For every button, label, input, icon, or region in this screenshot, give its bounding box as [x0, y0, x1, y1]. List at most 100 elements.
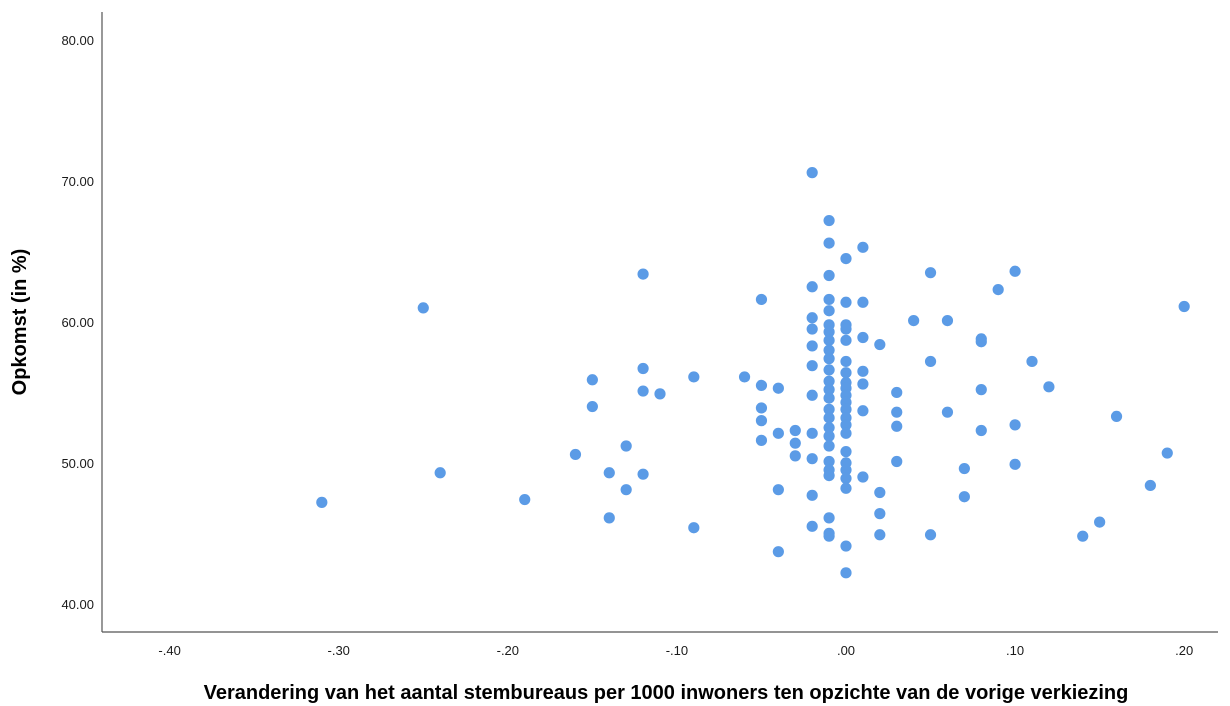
- data-point: [823, 334, 835, 346]
- data-point: [637, 268, 649, 280]
- data-point: [840, 252, 852, 265]
- data-point: [637, 468, 649, 480]
- data-point: [941, 406, 954, 418]
- data-points: [316, 167, 1190, 579]
- data-point: [823, 384, 835, 396]
- data-point: [603, 512, 615, 524]
- data-point: [823, 326, 835, 338]
- data-point: [840, 419, 852, 431]
- data-point: [840, 323, 852, 335]
- data-point: [1161, 447, 1173, 459]
- data-point: [806, 489, 818, 501]
- data-point: [941, 314, 954, 327]
- x-tick-label: -.20: [497, 643, 519, 658]
- data-point: [857, 241, 869, 253]
- data-point: [992, 283, 1004, 296]
- data-point: [823, 392, 835, 404]
- data-point: [417, 302, 429, 314]
- data-point: [789, 424, 801, 437]
- data-point: [857, 378, 869, 390]
- data-point: [1026, 355, 1038, 368]
- x-tick-label: .00: [837, 643, 855, 658]
- data-point: [620, 484, 632, 496]
- data-point: [857, 331, 869, 344]
- data-point: [874, 508, 886, 520]
- data-point: [755, 434, 768, 446]
- data-point: [772, 427, 784, 439]
- data-point: [806, 312, 818, 324]
- data-point: [840, 446, 852, 458]
- data-point: [738, 371, 751, 383]
- data-point: [755, 379, 768, 392]
- data-point: [688, 371, 700, 383]
- data-point: [806, 323, 818, 335]
- data-point: [1178, 300, 1190, 313]
- data-point: [806, 360, 818, 372]
- data-point: [823, 469, 835, 482]
- data-point: [840, 464, 852, 476]
- data-point: [806, 340, 818, 352]
- data-point: [958, 491, 970, 503]
- data-point: [823, 214, 835, 227]
- data-point: [823, 530, 835, 542]
- data-point: [755, 293, 768, 306]
- data-point: [806, 520, 818, 532]
- data-point: [823, 375, 835, 387]
- x-tick-labels: -.40 -.30 -.20 -.10 .00 .10 .20: [158, 643, 1193, 658]
- data-point: [874, 338, 886, 351]
- data-point: [891, 455, 903, 468]
- data-point: [789, 437, 801, 449]
- data-point: [840, 567, 852, 579]
- data-point: [975, 424, 987, 437]
- data-point: [975, 384, 987, 396]
- data-point: [1094, 516, 1106, 528]
- data-point: [857, 296, 869, 308]
- data-point: [924, 355, 937, 368]
- data-point: [586, 400, 598, 413]
- data-point: [1077, 530, 1089, 542]
- data-point: [874, 529, 886, 541]
- data-point: [840, 540, 852, 552]
- data-point: [806, 389, 818, 401]
- x-axis-title: Verandering van het aantal stembureaus p…: [204, 682, 1129, 704]
- data-point: [924, 267, 937, 279]
- data-point: [569, 448, 582, 461]
- data-point: [823, 364, 835, 376]
- y-tick-label: 80.00: [61, 33, 94, 48]
- x-tick-label: .10: [1006, 643, 1024, 658]
- data-point: [637, 385, 649, 397]
- data-point: [840, 367, 852, 379]
- data-point: [857, 471, 869, 483]
- y-tick-label: 60.00: [61, 315, 94, 330]
- data-point: [806, 427, 818, 439]
- x-tick-label: -.30: [328, 643, 350, 658]
- data-point: [823, 430, 835, 442]
- data-point: [823, 293, 835, 306]
- data-point: [874, 486, 886, 499]
- data-point: [823, 403, 835, 415]
- data-point: [688, 522, 700, 534]
- data-point: [316, 496, 328, 508]
- data-point: [1009, 265, 1021, 277]
- data-point: [586, 374, 598, 386]
- data-point: [857, 405, 869, 417]
- data-point: [823, 269, 835, 282]
- x-tick-label: .20: [1175, 643, 1193, 658]
- y-tick-label: 50.00: [61, 456, 94, 471]
- y-axis-title: Opkomst (in %): [9, 249, 31, 396]
- data-point: [806, 453, 818, 465]
- x-tick-label: -.40: [158, 643, 180, 658]
- y-tick-labels: 40.00 50.00 60.00 70.00 80.00: [61, 33, 94, 612]
- data-point: [823, 237, 835, 249]
- data-point: [755, 415, 768, 427]
- data-point: [434, 467, 446, 479]
- y-axis: 40.00 50.00 60.00 70.00 80.00: [61, 12, 103, 632]
- data-point: [789, 450, 801, 462]
- data-point: [823, 455, 835, 468]
- data-point: [840, 403, 852, 415]
- data-point: [908, 314, 920, 327]
- data-point: [823, 422, 835, 434]
- data-point: [772, 546, 784, 558]
- x-tick-label: -.10: [666, 643, 688, 658]
